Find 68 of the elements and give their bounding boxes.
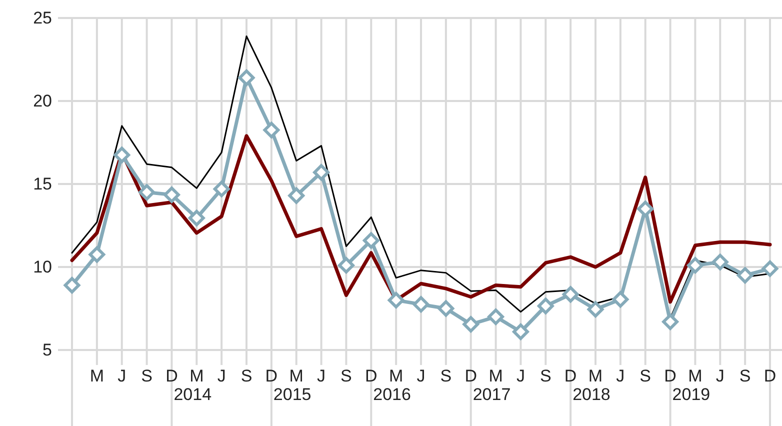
x-tick-label: J [317,366,326,386]
point [687,257,704,274]
y-tick-label: 5 [42,340,52,360]
point [288,187,305,204]
x-tick-label: D [564,366,577,386]
point [362,232,380,249]
point [587,301,604,318]
point [662,314,678,330]
x-tick-label: J [616,366,625,386]
point [164,186,180,203]
text: 2018 [572,385,610,404]
point [612,291,629,308]
x-tick-label: J [118,366,126,386]
x-tick-label: J [416,366,426,386]
point [338,257,354,274]
y-tick-label: 25 [33,8,52,28]
x-tick-label: J [217,366,226,386]
x-tick-label: J [716,366,724,386]
x-tick-label: S [739,366,751,386]
text: 2017 [472,385,511,404]
x-tick-label: M [688,366,702,386]
point [462,316,480,332]
point [488,308,504,326]
x-tick-label: J [516,366,525,386]
x-tick-label: S [240,366,252,386]
point [138,184,155,201]
point [263,122,280,138]
point [512,324,529,340]
text: 2015 [273,385,312,404]
point [114,146,130,164]
x-tick-label: D [664,366,676,386]
point [736,267,754,284]
point [438,300,454,317]
y-tick-label: 10 [33,257,52,276]
text: 2014 [174,385,212,404]
point [388,292,404,308]
y-tick-label: 15 [33,174,52,194]
x-tick-label: D [365,366,378,386]
text: 2016 [373,385,411,404]
point [64,277,80,294]
x-tick-label: S [340,366,352,386]
x-tick-label: M [289,366,304,386]
point [88,246,106,263]
x-tick-label: M [388,366,404,386]
x-tick-label: S [540,366,552,386]
point [562,286,579,303]
x-tick-label: D [764,366,776,386]
x-tick-label: M [488,366,503,386]
y-tick-label: 20 [33,91,52,110]
x-tick-label: M [90,366,104,386]
x-tick-label: S [141,366,152,386]
x-tick-label: M [588,366,603,386]
point [537,298,554,314]
x-tick-label: D [166,366,178,386]
point [637,200,654,218]
point [762,260,778,277]
point [712,254,728,270]
x-tick-label: S [440,366,452,386]
text: 2019 [672,385,710,404]
x-tick-label: S [640,366,652,386]
x-tick-label: D [265,366,278,386]
x-tick-label: D [464,366,477,386]
point [213,180,230,198]
point [238,70,255,86]
x-tick-label: M [190,366,204,386]
point [313,164,330,181]
point [188,210,205,226]
point [412,296,430,313]
